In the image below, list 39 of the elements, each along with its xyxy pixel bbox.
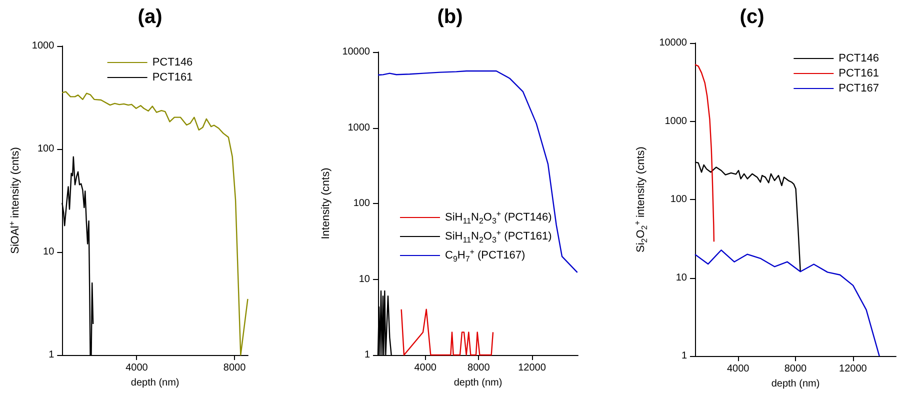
y-tick-label: 100 <box>670 194 688 206</box>
x-axis-title: depth (nm) <box>771 378 820 390</box>
y-tick-label: 1 <box>364 350 370 360</box>
legend-label: PCT161 <box>838 68 880 80</box>
x-tick-label: 4000 <box>726 364 750 375</box>
y-tick-label: 1 <box>681 350 688 362</box>
line-series <box>377 70 578 274</box>
legend-label: PCT146 <box>152 56 193 68</box>
chart-title: (a) <box>138 6 162 28</box>
y-tick-label: 1 <box>48 350 55 360</box>
y-tick-label: 10 <box>43 246 55 258</box>
x-axis-title: depth (nm) <box>454 377 502 388</box>
y-tick-label: 100 <box>37 144 55 154</box>
y-tick-label: 1000 <box>348 122 370 134</box>
y-axis-title: Intensity (cnts) <box>320 168 332 240</box>
chart-title: (b) <box>437 6 463 28</box>
line-series <box>694 250 880 357</box>
y-tick-label: 10 <box>676 272 688 284</box>
legend-label: PCT146 <box>838 52 880 64</box>
x-axis-title: depth (nm) <box>130 377 180 388</box>
y-tick-label: 10 <box>358 274 370 285</box>
x-tick-label: 12000 <box>839 364 868 375</box>
x-tick-label: 4000 <box>414 362 437 374</box>
x-tick-label: 8000 <box>468 362 490 374</box>
chart-title: (c) <box>740 6 764 28</box>
y-tick-label: 10000 <box>659 38 688 48</box>
y-tick-label: 10000 <box>342 46 370 58</box>
legend-label: PCT161 <box>152 72 193 84</box>
legend-label: PCT167 <box>838 82 880 94</box>
x-tick-label: 8000 <box>223 362 246 374</box>
y-axis-title: SiOAl+ intensity (cnts) <box>8 147 22 254</box>
y-tick-label: 1000 <box>32 40 55 52</box>
x-tick-label: 8000 <box>784 364 808 375</box>
x-tick-label: 12000 <box>518 362 546 374</box>
x-tick-label: 4000 <box>126 362 148 374</box>
y-tick-label: 100 <box>353 198 370 209</box>
y-axis-title: Si2O2+ intensity (cnts) <box>632 146 649 252</box>
line-series <box>694 64 715 242</box>
y-tick-label: 1000 <box>664 116 688 127</box>
